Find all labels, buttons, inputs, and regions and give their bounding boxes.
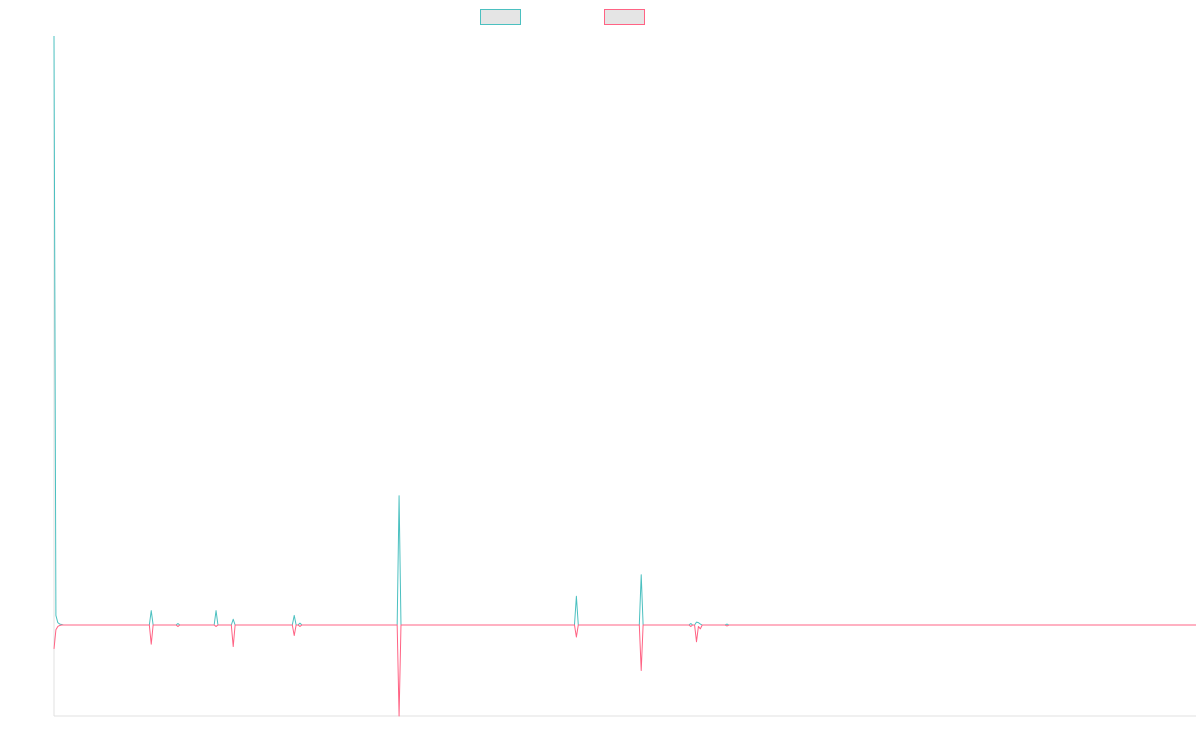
legend-item-series-1[interactable] (480, 9, 527, 25)
series-layer (53, 35, 1196, 717)
legend-swatch-series-1 (480, 9, 521, 25)
legend-swatch-series-2 (604, 9, 645, 25)
series-line-1 (53, 35, 1196, 626)
series-line-2 (53, 624, 1196, 717)
legend (0, 9, 1200, 27)
legend-item-series-2[interactable] (604, 9, 651, 25)
